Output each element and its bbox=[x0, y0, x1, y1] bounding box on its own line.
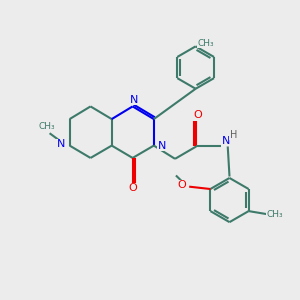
Text: O: O bbox=[128, 183, 137, 193]
Text: H: H bbox=[230, 130, 237, 140]
Text: CH₃: CH₃ bbox=[266, 210, 283, 219]
Text: CH₃: CH₃ bbox=[39, 122, 56, 131]
Text: O: O bbox=[177, 180, 186, 190]
Text: N: N bbox=[222, 136, 231, 146]
Text: N: N bbox=[57, 139, 65, 149]
Text: N: N bbox=[158, 141, 166, 151]
Text: O: O bbox=[193, 110, 202, 120]
Text: CH₃: CH₃ bbox=[198, 39, 214, 48]
Text: N: N bbox=[130, 95, 138, 105]
